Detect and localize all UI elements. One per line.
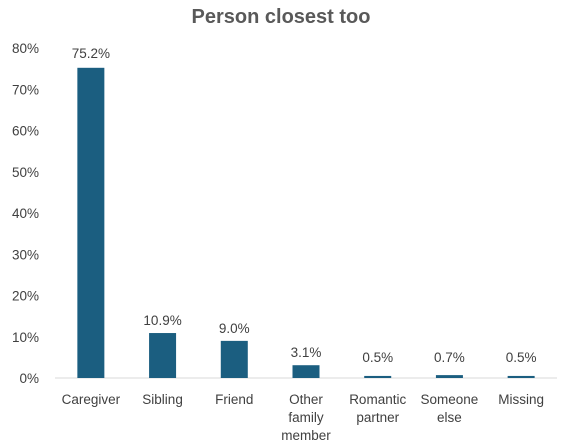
data-label: 3.1%: [291, 345, 322, 360]
bar: [507, 375, 535, 378]
category-label: Caregiver: [62, 392, 121, 407]
y-tick-label: 80%: [12, 41, 39, 56]
y-tick-label: 10%: [12, 330, 39, 345]
category-label-line: partner: [356, 410, 399, 425]
data-label: 0.5%: [362, 350, 393, 365]
data-label: 9.0%: [219, 321, 250, 336]
category-label: Someone else: [421, 392, 479, 425]
chart-title: Person closest too: [192, 6, 371, 28]
y-tick-label: 0%: [19, 371, 39, 386]
category-label: Sibling: [142, 392, 183, 407]
category-label-line: family: [288, 410, 324, 425]
data-labels-group: 75.2% 10.9% 9.0% 3.1% 0.5% 0.7% 0.5%: [72, 46, 537, 365]
category-label-line: member: [281, 428, 331, 443]
category-label-line: Someone: [421, 392, 479, 407]
category-label-line: Romantic: [349, 392, 406, 407]
data-label: 0.7%: [434, 350, 465, 365]
bar: [364, 375, 392, 378]
category-labels-group: Caregiver Sibling Friend Other family member R…: [62, 392, 544, 443]
bar: [77, 67, 105, 379]
category-label: Romantic partner: [349, 392, 406, 425]
category-label-line: Caregiver: [62, 392, 121, 407]
y-tick-label: 20%: [12, 289, 39, 304]
bars-group: [77, 67, 535, 379]
bar: [149, 333, 177, 378]
category-label-line: Other: [289, 392, 323, 407]
category-label: Missing: [498, 392, 544, 407]
bar: [435, 375, 463, 378]
category-label-line: Friend: [215, 392, 253, 407]
data-label: 10.9%: [143, 313, 181, 328]
category-label: Other family member: [281, 392, 331, 443]
y-tick-label: 30%: [12, 247, 39, 262]
category-label-line: Sibling: [142, 392, 183, 407]
y-axis-ticks: 0% 10% 20% 30% 40% 50% 60% 70% 80%: [12, 41, 39, 386]
y-tick-label: 40%: [12, 206, 39, 221]
data-label: 0.5%: [506, 350, 537, 365]
category-label: Friend: [215, 392, 253, 407]
y-tick-label: 70%: [12, 82, 39, 97]
category-label-line: Missing: [498, 392, 544, 407]
bar: [292, 365, 320, 378]
bar: [220, 340, 248, 378]
category-label-line: else: [437, 410, 462, 425]
y-tick-label: 50%: [12, 165, 39, 180]
data-label: 75.2%: [72, 46, 110, 61]
y-tick-label: 60%: [12, 124, 39, 139]
